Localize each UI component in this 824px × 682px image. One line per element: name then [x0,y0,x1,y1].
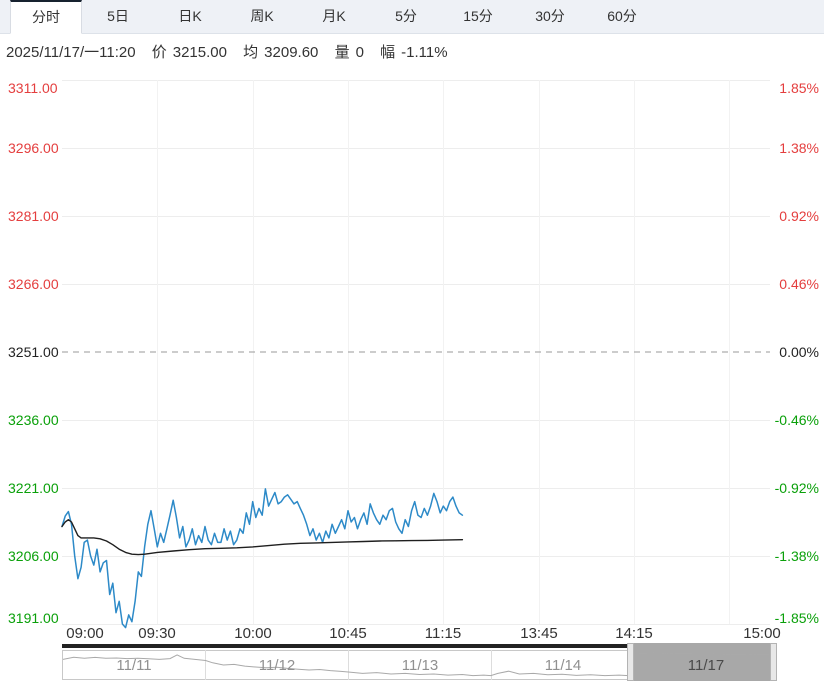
tab-60分[interactable]: 60分 [607,8,637,24]
navigator-selected-range[interactable] [634,643,770,681]
navigator-divider [491,650,492,680]
tab-月K[interactable]: 月K [322,8,346,24]
y-axis-percent-tick: 1.85% [779,80,819,96]
x-axis-time-tick: 10:00 [234,625,272,642]
tab-30分[interactable]: 30分 [535,8,565,24]
h-gridline [62,284,770,285]
navigator-divider [205,650,206,680]
y-axis-price-tick: 3296.00 [8,140,59,156]
y-axis-percent-tick: 0.46% [779,276,819,292]
quote-datetime: 2025/11/17/一11:20 [6,44,136,61]
y-axis-percent-tick: -0.46% [774,412,819,428]
x-axis-time-tick: 09:30 [138,625,176,642]
y-axis-price-tick: 3236.00 [8,412,59,428]
change-value: -1.11% [401,44,448,61]
h-gridline [62,80,770,81]
h-gridline [62,148,770,149]
y-axis-percent-tick: -1.85% [774,610,819,626]
y-axis-price-tick: 3251.00 [8,344,59,360]
change-label: 幅 [380,44,396,61]
navigator-left-handle[interactable] [627,643,634,681]
y-axis-percent-tick: 0.92% [779,208,819,224]
y-axis-percent-tick: -1.38% [774,548,819,564]
avg-label: 均 [243,44,259,61]
tab-分时[interactable]: 分时 [10,0,82,34]
price-label: 价 [151,44,167,61]
y-axis-price-tick: 3191.00 [8,610,59,626]
x-axis-time-tick: 11:15 [424,625,462,642]
tab-15分[interactable]: 15分 [463,8,493,24]
h-gridline [62,420,770,421]
navigator-date-11-13[interactable]: 11/13 [401,657,439,674]
period-tabbar: 分时 5日 日K 周K 月K 5分 15分 30分 60分 [0,0,824,34]
navigator-dark-bar [62,644,627,648]
y-axis-price-tick: 3311.00 [8,80,58,96]
y-axis-percent-tick: 1.38% [779,140,819,156]
x-axis-time-tick: 09:00 [66,625,104,642]
chart-plot-area[interactable] [62,80,777,624]
navigator-date-11-12[interactable]: 11/12 [258,657,296,674]
volume-label: 量 [334,44,350,61]
navigator-date-11-14[interactable]: 11/14 [544,657,582,674]
navigator-date-11-17[interactable]: 11/17 [687,657,725,674]
price-value: 3215.00 [172,44,227,61]
h-gridline [62,216,770,217]
x-axis-time-tick: 14:15 [615,625,653,642]
y-axis-price-tick: 3206.00 [8,548,59,564]
y-axis-price-tick: 3266.00 [8,276,59,292]
y-axis-price-tick: 3221.00 [8,480,59,496]
navigator-divider [348,650,349,680]
tab-5分[interactable]: 5分 [395,8,417,24]
tab-周K[interactable]: 周K [250,8,274,24]
navigator-date-11-11[interactable]: 11/11 [116,657,152,674]
tab-5日[interactable]: 5日 [107,8,129,24]
x-axis-time-tick: 15:00 [743,625,781,642]
volume-value: 0 [355,44,364,61]
y-axis-percent-tick: 0.00% [779,344,819,360]
y-axis-price-tick: 3281.00 [8,208,59,224]
x-axis-time-tick: 10:45 [329,625,367,642]
y-axis-percent-tick: -0.92% [774,480,819,496]
navigator-right-handle[interactable] [770,643,777,681]
x-axis-time-tick: 13:45 [520,625,558,642]
avg-value: 3209.60 [264,44,319,61]
tab-日K[interactable]: 日K [178,8,202,24]
